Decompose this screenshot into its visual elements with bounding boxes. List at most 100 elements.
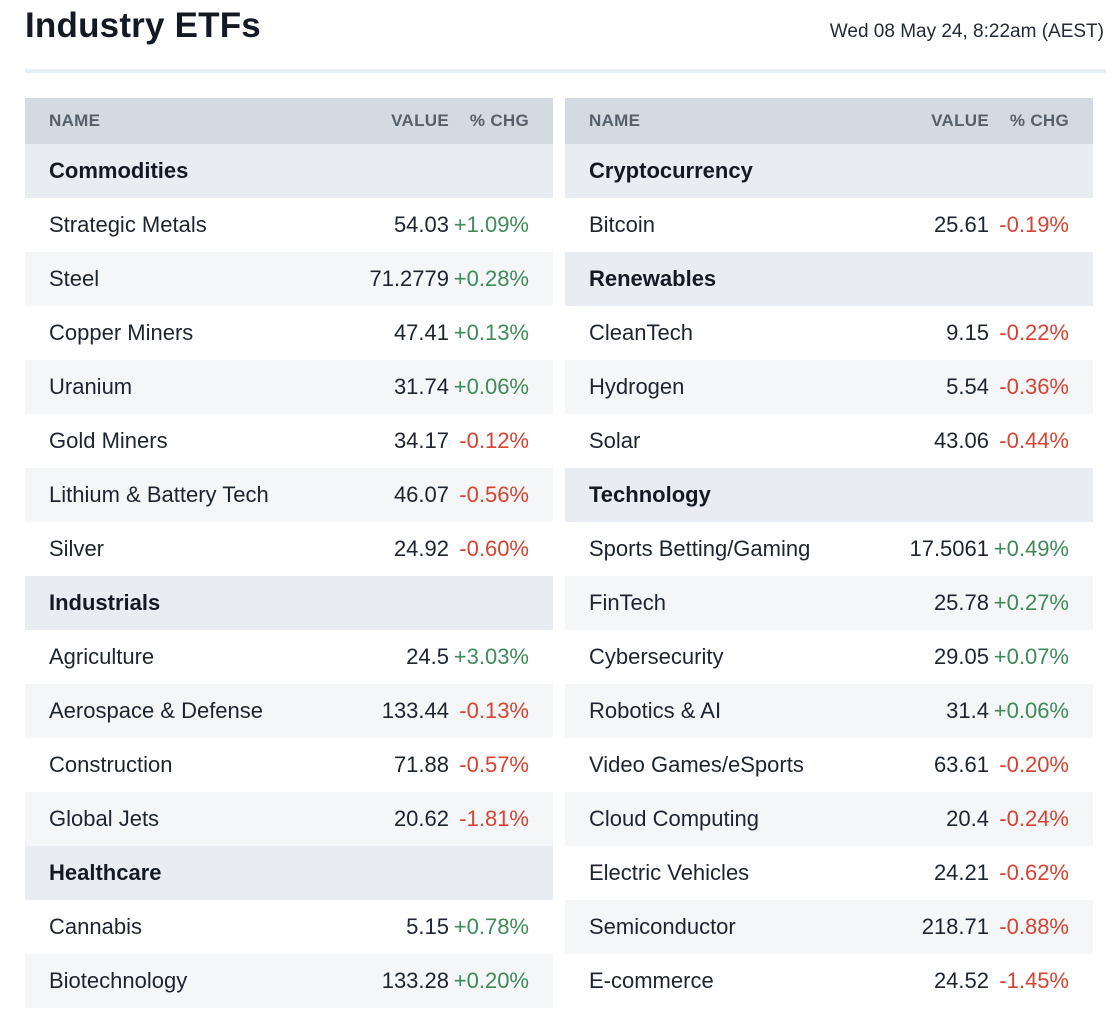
column-header-name[interactable]: NAME: [589, 111, 641, 130]
table-row[interactable]: Cloud Computing 20.4 -0.24%: [565, 792, 1093, 846]
etf-change: -1.45%: [999, 968, 1069, 993]
category-label: Healthcare: [49, 860, 162, 885]
table-body: Cryptocurrency Bitcoin 25.61 -0.19% Renewabl…: [565, 144, 1093, 1008]
table-row[interactable]: Silver 24.92 -0.60%: [25, 522, 553, 576]
category-row[interactable]: Industrials: [25, 576, 553, 630]
column-header-chg[interactable]: % CHG: [1009, 111, 1069, 130]
etf-value: 25.61: [933, 212, 989, 237]
etf-value: 17.5061: [909, 536, 989, 561]
etf-name[interactable]: Electric Vehicles: [589, 860, 750, 885]
etf-name[interactable]: Solar: [589, 428, 641, 453]
table-row[interactable]: Hydrogen 5.54 -0.36%: [565, 360, 1093, 414]
etf-change: -0.60%: [459, 536, 529, 561]
table-row[interactable]: Semiconductor 218.71 -0.88%: [565, 900, 1093, 954]
etf-value: 5.54: [946, 374, 989, 399]
table-row[interactable]: Strategic Metals 54.03 +1.09%: [25, 198, 553, 252]
etf-name[interactable]: Video Games/eSports: [589, 752, 804, 777]
table-row[interactable]: Steel 71.2779 +0.28%: [25, 252, 553, 306]
etf-name[interactable]: E-commerce: [589, 968, 714, 993]
etf-change: -0.20%: [999, 752, 1069, 777]
etf-value: 31.4: [946, 698, 989, 723]
etf-name[interactable]: Steel: [49, 266, 100, 291]
timestamp: Wed 08 May 24, 8:22am (AEST): [829, 21, 1104, 42]
page-header: Industry ETFs Wed 08 May 24, 8:22am (AES…: [25, 0, 1106, 74]
etf-change: -0.56%: [459, 482, 529, 507]
etf-name[interactable]: Strategic Metals: [49, 212, 207, 237]
etf-change: +1.09%: [453, 212, 529, 237]
etf-value: 20.4: [946, 806, 989, 831]
table-row[interactable]: Bitcoin 25.61 -0.19%: [565, 198, 1093, 252]
etf-change: -0.13%: [459, 698, 529, 723]
page-title: Industry ETFs: [25, 6, 261, 45]
etf-change: +0.13%: [453, 320, 529, 345]
column-header-name[interactable]: NAME: [49, 111, 101, 130]
etf-value: 25.78: [933, 590, 989, 615]
table-row[interactable]: Agriculture 24.5 +3.03%: [25, 630, 553, 684]
table-body: Commodities Strategic Metals 54.03 +1.09% St…: [25, 144, 553, 1008]
table-row[interactable]: Cannabis 5.15 +0.78%: [25, 900, 553, 954]
etf-value: 29.05: [933, 644, 989, 669]
etf-name[interactable]: Robotics & AI: [589, 698, 722, 723]
table-row[interactable]: Lithium & Battery Tech 46.07 -0.56%: [25, 468, 553, 522]
etf-name[interactable]: Global Jets: [49, 806, 160, 831]
table-row[interactable]: Video Games/eSports 63.61 -0.20%: [565, 738, 1093, 792]
etf-change: -0.22%: [999, 320, 1069, 345]
table-row[interactable]: Copper Miners 47.41 +0.13%: [25, 306, 553, 360]
etf-name[interactable]: Semiconductor: [589, 914, 736, 939]
column-header-value[interactable]: VALUE: [931, 111, 989, 130]
category-row[interactable]: Technology: [565, 468, 1093, 522]
table-row[interactable]: Gold Miners 34.17 -0.12%: [25, 414, 553, 468]
etf-name[interactable]: FinTech: [589, 590, 667, 615]
etf-change: +0.28%: [453, 266, 529, 291]
etf-name[interactable]: Uranium: [49, 374, 133, 399]
category-row[interactable]: Commodities: [25, 144, 553, 198]
table-row[interactable]: Sports Betting/Gaming 17.5061 +0.49%: [565, 522, 1093, 576]
etf-name[interactable]: Cloud Computing: [589, 806, 759, 831]
table-row[interactable]: CleanTech 9.15 -0.22%: [565, 306, 1093, 360]
etf-table-right: NAME VALUE % CHG Cryptocurrency Bitcoin 25…: [565, 98, 1093, 1008]
etf-name[interactable]: Silver: [49, 536, 105, 561]
etf-change: +0.06%: [453, 374, 529, 399]
etf-name[interactable]: Copper Miners: [49, 320, 194, 345]
etf-name[interactable]: Cybersecurity: [589, 644, 724, 669]
etf-value: 20.62: [393, 806, 449, 831]
etf-value: 24.5: [406, 644, 449, 669]
column-header-value[interactable]: VALUE: [391, 111, 449, 130]
table-row[interactable]: E-commerce 24.52 -1.45%: [565, 954, 1093, 1008]
table-row[interactable]: Construction 71.88 -0.57%: [25, 738, 553, 792]
category-row[interactable]: Renewables: [565, 252, 1093, 306]
header-divider: [25, 69, 1106, 73]
etf-name[interactable]: Lithium & Battery Tech: [49, 482, 269, 507]
table-row[interactable]: Electric Vehicles 24.21 -0.62%: [565, 846, 1093, 900]
etf-value: 63.61: [933, 752, 989, 777]
etf-change: +0.07%: [993, 644, 1069, 669]
etf-name[interactable]: CleanTech: [589, 320, 693, 345]
etf-name[interactable]: Cannabis: [49, 914, 142, 939]
table-row[interactable]: Biotechnology 133.28 +0.20%: [25, 954, 553, 1008]
etf-name[interactable]: Construction: [49, 752, 173, 777]
etf-name[interactable]: Hydrogen: [589, 374, 685, 399]
table-row[interactable]: Uranium 31.74 +0.06%: [25, 360, 553, 414]
etf-name[interactable]: Agriculture: [49, 644, 155, 669]
category-row[interactable]: Cryptocurrency: [565, 144, 1093, 198]
etf-value: 133.44: [381, 698, 449, 723]
category-row[interactable]: Healthcare: [25, 846, 553, 900]
category-label: Renewables: [589, 266, 717, 291]
etf-value: 133.28: [381, 968, 449, 993]
etf-name[interactable]: Sports Betting/Gaming: [589, 536, 811, 561]
etf-name[interactable]: Aerospace & Defense: [49, 698, 264, 723]
table-row[interactable]: Cybersecurity 29.05 +0.07%: [565, 630, 1093, 684]
table-row[interactable]: Aerospace & Defense 133.44 -0.13%: [25, 684, 553, 738]
table-row[interactable]: FinTech 25.78 +0.27%: [565, 576, 1093, 630]
etf-name[interactable]: Bitcoin: [589, 212, 656, 237]
etf-name[interactable]: Biotechnology: [49, 968, 188, 993]
etf-name[interactable]: Gold Miners: [49, 428, 168, 453]
etf-value: 218.71: [921, 914, 989, 939]
etf-value: 24.92: [393, 536, 449, 561]
etf-change: -0.24%: [999, 806, 1069, 831]
etf-value: 43.06: [933, 428, 989, 453]
column-header-chg[interactable]: % CHG: [469, 111, 529, 130]
table-row[interactable]: Solar 43.06 -0.44%: [565, 414, 1093, 468]
table-row[interactable]: Robotics & AI 31.4 +0.06%: [565, 684, 1093, 738]
table-row[interactable]: Global Jets 20.62 -1.81%: [25, 792, 553, 846]
